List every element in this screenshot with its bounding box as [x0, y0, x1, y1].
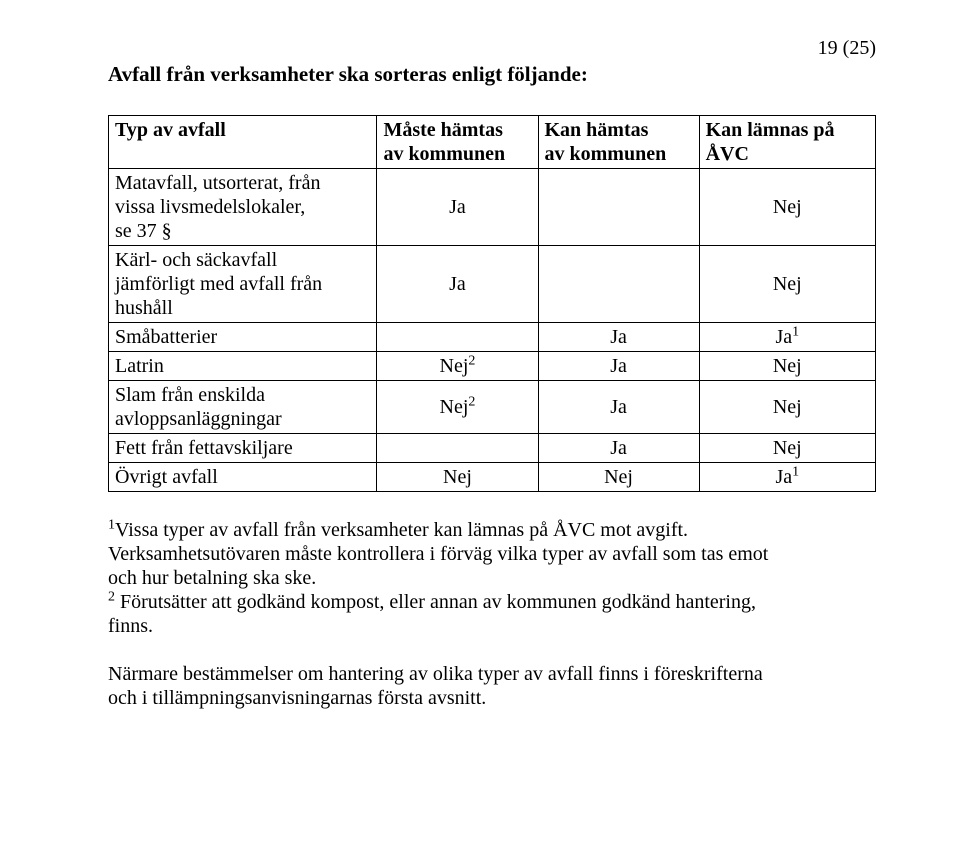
cell-maste: Nej — [377, 463, 538, 492]
header-text: Måste hämtas — [383, 119, 502, 141]
cell-kan-lamnas: Nej — [699, 352, 875, 381]
cell-text: Kärl- och säckavfall — [115, 249, 277, 271]
cell-text: se 37 § — [115, 220, 172, 242]
footnote-text: och hur betalning ska ske. — [108, 567, 316, 589]
cell-kan-lamnas: Ja1 — [699, 323, 875, 352]
cell-maste — [377, 434, 538, 463]
table-row: Småbatterier Ja Ja1 — [109, 323, 876, 352]
header-kan-lamnas: Kan lämnas på ÅVC — [699, 116, 875, 169]
cell-maste — [377, 323, 538, 352]
cell-kan-hamtas — [538, 246, 699, 323]
cell-text: Ja — [775, 326, 792, 348]
table-row: Kärl- och säckavfall jämförligt med avfa… — [109, 246, 876, 323]
header-text: av kommunen — [545, 143, 667, 165]
cell-text: hushåll — [115, 297, 173, 319]
cell-kan-hamtas — [538, 169, 699, 246]
cell-maste: Ja — [377, 246, 538, 323]
section-heading: Avfall från verksamheter ska sorteras en… — [108, 62, 876, 87]
cell-text: Matavfall, utsorterat, från — [115, 172, 320, 194]
header-maste-hamtas: Måste hämtas av kommunen — [377, 116, 538, 169]
cell-typ: Kärl- och säckavfall jämförligt med avfa… — [109, 246, 377, 323]
table-header-row: Typ av avfall Måste hämtas av kommunen K… — [109, 116, 876, 169]
cell-text: vissa livsmedelslokaler, — [115, 196, 305, 218]
footnote-text: Förutsätter att godkänd kompost, eller a… — [115, 591, 756, 613]
table-row: Fett från fettavskiljare Ja Nej — [109, 434, 876, 463]
header-text: Kan lämnas på — [706, 119, 835, 141]
closing-text: och i tillämpningsanvisningarnas första … — [108, 687, 486, 709]
cell-typ: Slam från enskilda avloppsanläggningar — [109, 381, 377, 434]
cell-text: jämförligt med avfall från — [115, 273, 322, 295]
cell-typ: Fett från fettavskiljare — [109, 434, 377, 463]
table-row: Slam från enskilda avloppsanläggningar N… — [109, 381, 876, 434]
header-text: Kan hämtas — [545, 119, 649, 141]
table-row: Latrin Nej2 Ja Nej — [109, 352, 876, 381]
footnote-ref: 2 — [468, 354, 475, 369]
footnote-text: Verksamhetsutövaren måste kontrollera i … — [108, 543, 768, 565]
table-row: Matavfall, utsorterat, från vissa livsme… — [109, 169, 876, 246]
cell-kan-hamtas: Ja — [538, 434, 699, 463]
header-text: ÅVC — [706, 143, 749, 165]
footnote-ref: 1 — [792, 325, 799, 340]
cell-kan-hamtas: Ja — [538, 381, 699, 434]
closing-text: Närmare bestämmelser om hantering av oli… — [108, 663, 763, 685]
cell-typ: Matavfall, utsorterat, från vissa livsme… — [109, 169, 377, 246]
cell-typ: Småbatterier — [109, 323, 377, 352]
footnote-text: finns. — [108, 615, 153, 637]
table-row: Övrigt avfall Nej Nej Ja1 — [109, 463, 876, 492]
cell-kan-hamtas: Nej — [538, 463, 699, 492]
cell-maste: Ja — [377, 169, 538, 246]
cell-kan-lamnas: Nej — [699, 381, 875, 434]
cell-kan-lamnas: Nej — [699, 246, 875, 323]
page-number: 19 (25) — [108, 36, 876, 60]
header-typ-av-avfall: Typ av avfall — [109, 116, 377, 169]
cell-text: Ja — [775, 466, 792, 488]
footnote-ref: 1 — [792, 465, 799, 480]
cell-maste: Nej2 — [377, 352, 538, 381]
cell-maste: Nej2 — [377, 381, 538, 434]
cell-kan-lamnas: Nej — [699, 169, 875, 246]
footnote-text: Vissa typer av avfall från verksamheter … — [115, 519, 688, 541]
footnote-paragraph: 1Vissa typer av avfall från verksamheter… — [108, 518, 876, 638]
closing-paragraph: Närmare bestämmelser om hantering av oli… — [108, 662, 876, 710]
cell-kan-hamtas: Ja — [538, 352, 699, 381]
cell-kan-lamnas: Nej — [699, 434, 875, 463]
cell-text: Nej — [440, 396, 469, 418]
cell-text: Nej — [440, 355, 469, 377]
cell-kan-lamnas: Ja1 — [699, 463, 875, 492]
cell-typ: Latrin — [109, 352, 377, 381]
cell-text: Slam från enskilda — [115, 384, 265, 406]
footnote-ref: 2 — [468, 395, 475, 410]
footnote-marker: 2 — [108, 590, 115, 605]
avfall-table: Typ av avfall Måste hämtas av kommunen K… — [108, 115, 876, 492]
cell-typ: Övrigt avfall — [109, 463, 377, 492]
cell-text: avloppsanläggningar — [115, 408, 282, 430]
footnote-marker: 1 — [108, 518, 115, 533]
cell-kan-hamtas: Ja — [538, 323, 699, 352]
header-text: av kommunen — [383, 143, 505, 165]
header-kan-hamtas: Kan hämtas av kommunen — [538, 116, 699, 169]
